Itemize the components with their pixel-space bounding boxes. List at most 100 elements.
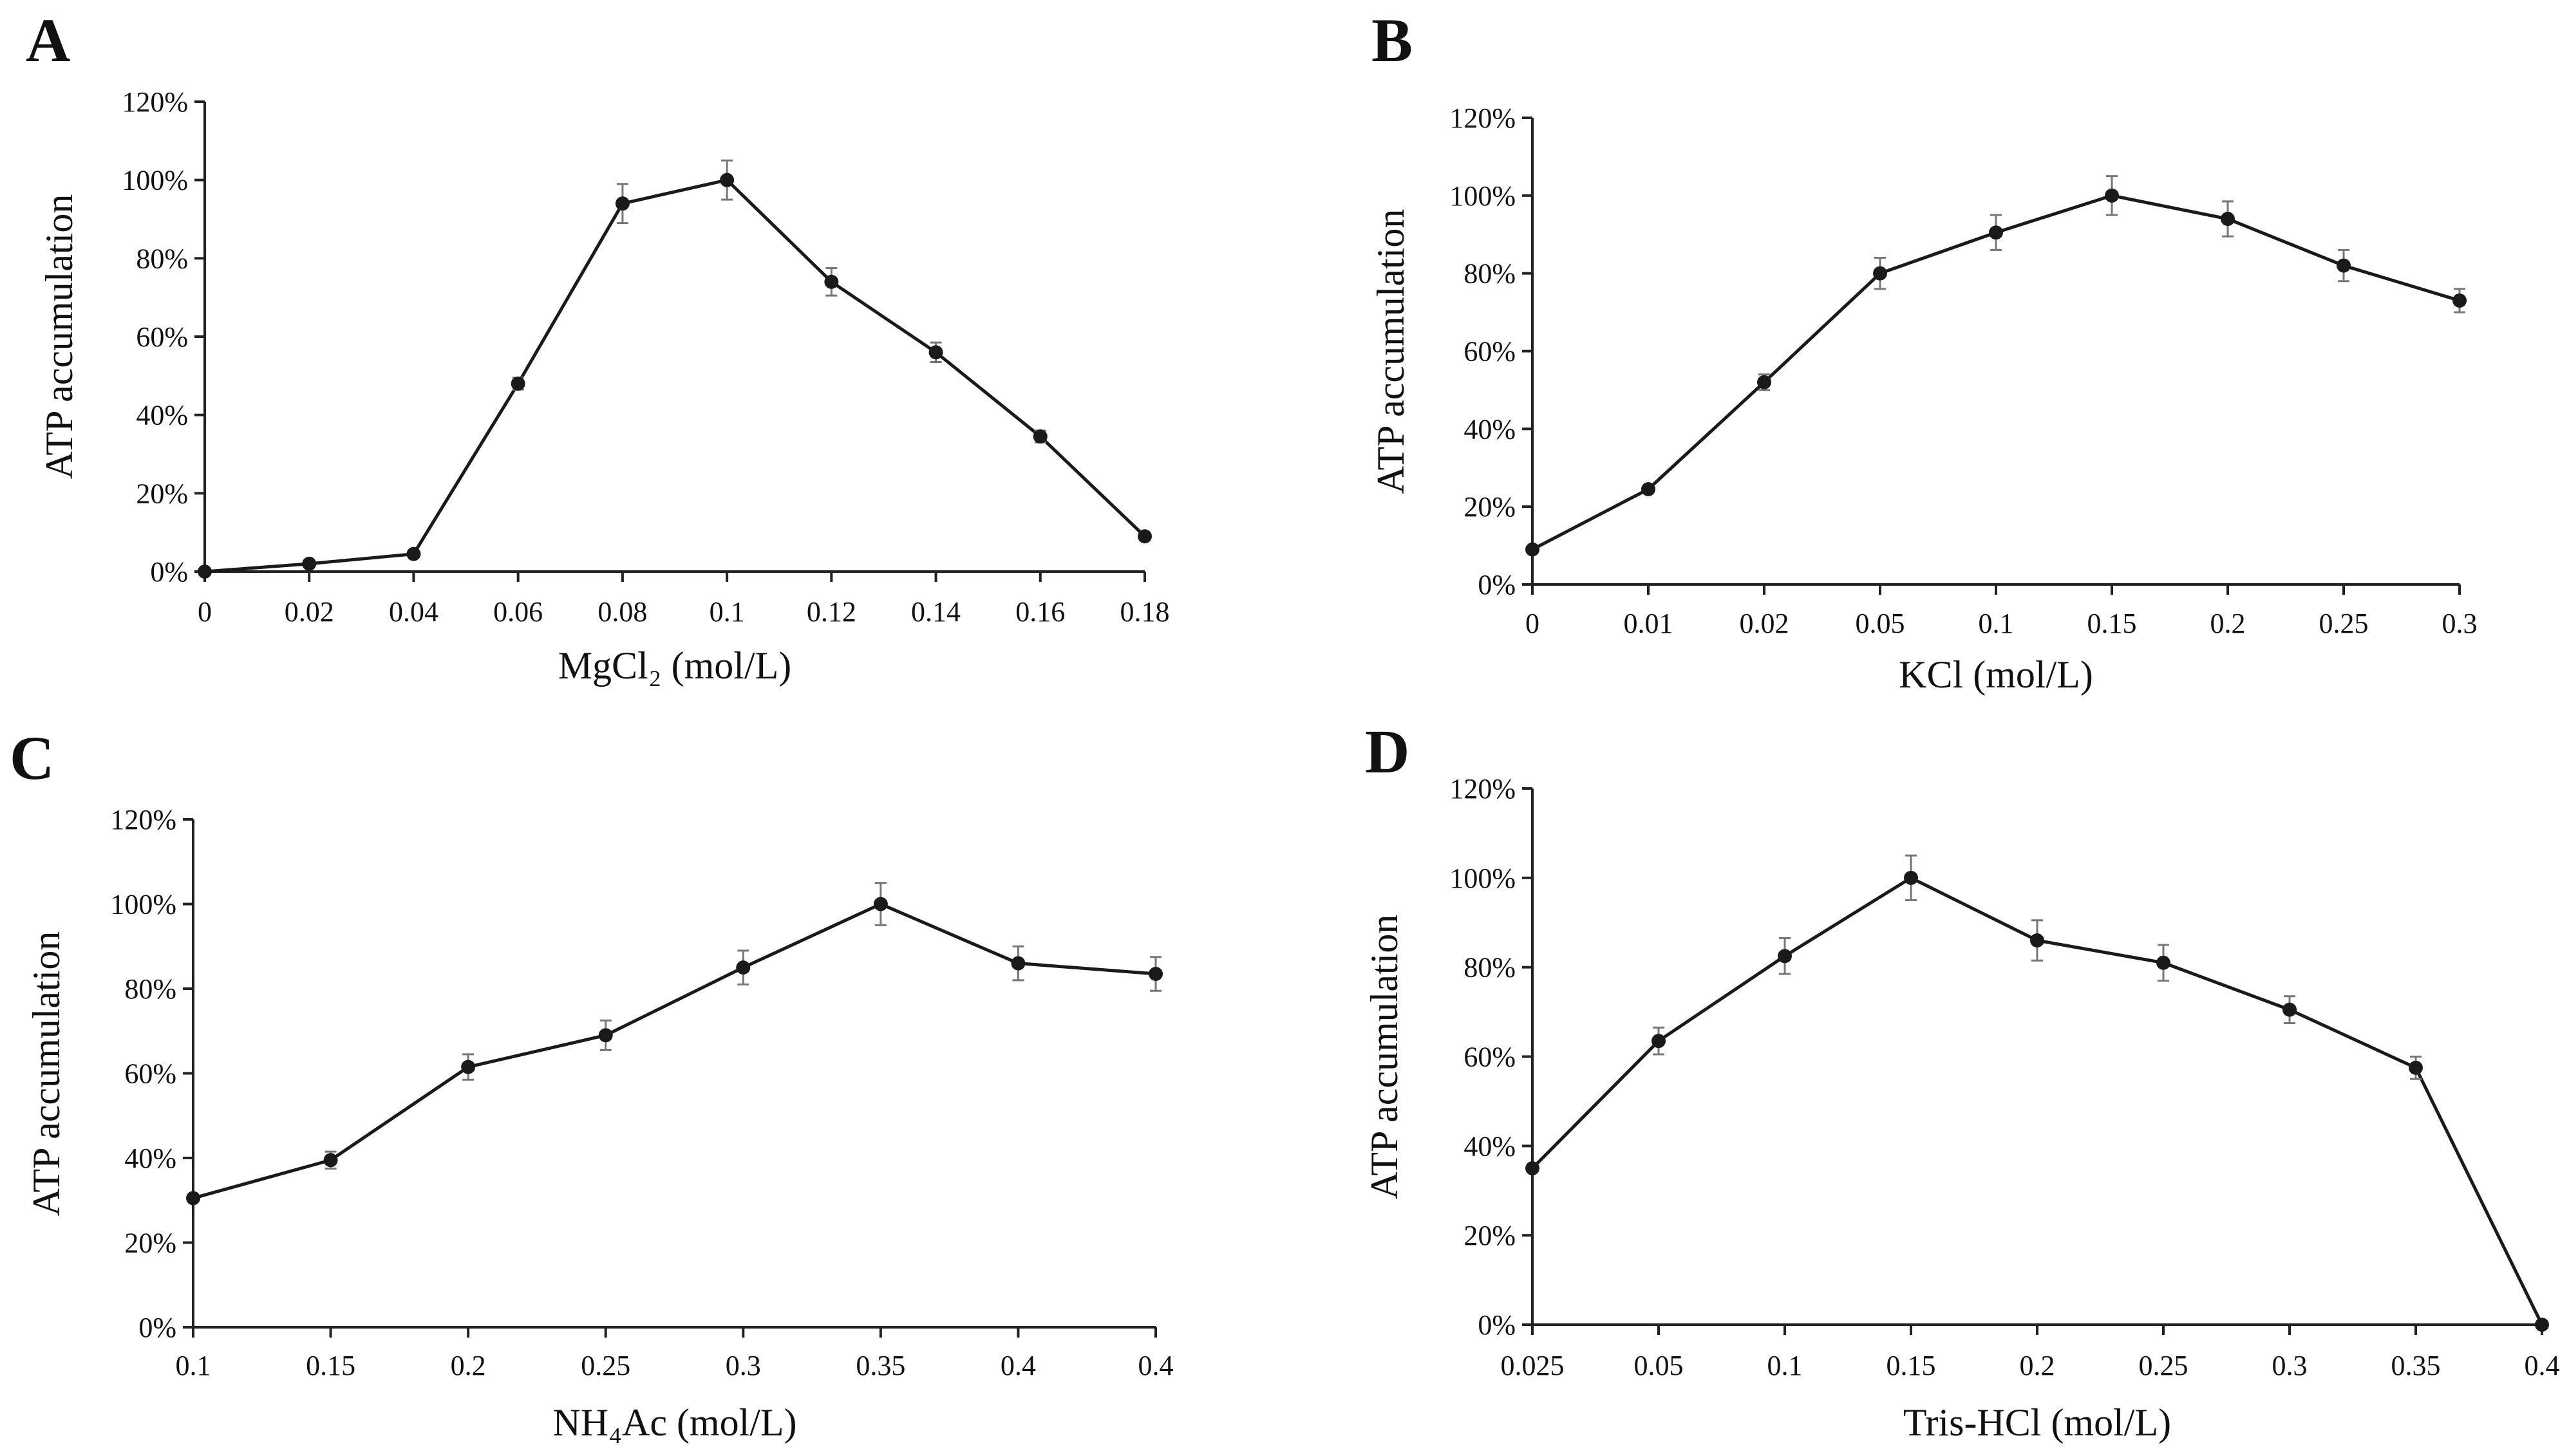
data-point — [2282, 1002, 2297, 1017]
data-point — [1989, 225, 2003, 240]
y-tick-label: 120% — [122, 86, 188, 118]
x-tick-label: 0.15 — [306, 1350, 355, 1381]
data-point — [928, 345, 943, 360]
data-point — [1641, 481, 1655, 496]
data-point — [2337, 258, 2351, 273]
x-tick-label: 0.4 — [1138, 1350, 1174, 1381]
x-tick-label: 0.1 — [710, 596, 745, 628]
data-point — [736, 960, 751, 975]
data-point — [406, 546, 421, 561]
data-point — [873, 897, 888, 911]
x-tick-label: 0.2 — [2210, 608, 2246, 639]
x-tick-label: 0.3 — [726, 1350, 761, 1381]
x-tick-label: 0.15 — [1887, 1350, 1936, 1381]
panel-c: C 0% 20% 40% 60% 80% 100% 120% 0.1 0.15 0.2 0.25 0.3… — [10, 723, 1174, 1444]
y-tick-label: 20% — [136, 478, 188, 509]
x-axis-label: MgCl₂ (mol/L) — [558, 644, 792, 687]
x-tick-label: 0.16 — [1015, 596, 1065, 628]
x-axis-label: NH₄Ac (mol/L) — [552, 1401, 796, 1444]
x-tick-label: 0.1 — [1979, 608, 2014, 639]
data-point — [720, 173, 735, 187]
y-tick-label: 120% — [110, 804, 176, 835]
x-tick-label: 0.02 — [285, 596, 334, 628]
y-tick-label: 0% — [1478, 569, 1516, 601]
y-tick-label: 0% — [138, 1312, 176, 1343]
x-tick-label: 0.25 — [581, 1350, 630, 1381]
data-point — [1525, 542, 1539, 557]
data-point — [2535, 1318, 2549, 1332]
panel-letter: A — [26, 6, 70, 75]
y-tick-label: 0% — [1478, 1309, 1516, 1341]
data-point — [2105, 188, 2119, 203]
y-axis-label: ATP accumulation — [1363, 915, 1406, 1200]
x-tick-label: 0.18 — [1120, 596, 1170, 628]
x-tick-label: 0.35 — [2391, 1350, 2441, 1381]
y-tick-label: 60% — [136, 321, 188, 353]
panel-letter: C — [10, 723, 54, 792]
x-tick-label: 0.1 — [176, 1350, 211, 1381]
data-point — [1778, 949, 1792, 964]
y-tick-label: 40% — [136, 400, 188, 431]
data-point — [1904, 870, 1918, 885]
x-tick-label: 0.3 — [2272, 1350, 2308, 1381]
data-point — [1525, 1161, 1539, 1176]
x-tick-label: 0.06 — [493, 596, 543, 628]
y-tick-label: 120% — [1449, 102, 1516, 134]
data-point — [1652, 1034, 1666, 1049]
x-tick-label: 0.14 — [911, 596, 961, 628]
x-tick-label: 0.15 — [2087, 608, 2137, 639]
data-point — [1873, 266, 1887, 281]
y-tick-label: 20% — [124, 1227, 176, 1259]
data-point — [511, 377, 525, 391]
x-tick-label: 0.02 — [1740, 608, 1789, 639]
x-tick-label: 0 — [1525, 608, 1539, 639]
series-line — [204, 178, 1146, 574]
y-tick-label: 60% — [1463, 1041, 1516, 1073]
x-tick-label: 0.35 — [856, 1350, 905, 1381]
panel-b: B 0% 20% 40% 60% 80% 100% 120% 0 0.01 0.02 0.05 0.1 0… — [1369, 6, 2478, 696]
data-point — [1033, 429, 1048, 444]
x-tick-label: 0.25 — [2139, 1350, 2188, 1381]
data-point — [1757, 375, 1771, 389]
x-axis-label: KCl (mol/L) — [1899, 653, 2093, 696]
y-tick-label: 100% — [1449, 863, 1516, 894]
y-tick-label: 80% — [136, 243, 188, 274]
data-point — [615, 196, 630, 211]
y-tick-label: 80% — [1463, 258, 1516, 290]
y-tick-label: 100% — [1449, 180, 1516, 212]
panel-a: A 0% 20% 40% 60% 80% 100% 120% 0 0.02 0.04 0.06 0.08… — [26, 6, 1170, 687]
y-tick-label: 80% — [124, 973, 176, 1005]
y-axis-label: ATP accumulation — [25, 931, 68, 1217]
y-tick-label: 80% — [1463, 952, 1516, 984]
x-tick-label: 0.01 — [1624, 608, 1673, 639]
panel-letter: B — [1371, 6, 1413, 75]
y-tick-label: 100% — [122, 165, 188, 196]
x-tick-label: 0.1 — [1767, 1350, 1803, 1381]
data-point — [1149, 966, 1163, 981]
data-point — [1011, 956, 1026, 971]
y-tick-label: 120% — [1449, 773, 1516, 805]
x-tick-label: 0.12 — [807, 596, 856, 628]
data-point — [2409, 1060, 2423, 1075]
x-tick-label: 0.2 — [451, 1350, 486, 1381]
x-tick-label: 0.025 — [1501, 1350, 1565, 1381]
y-tick-label: 100% — [110, 889, 176, 920]
data-point — [302, 556, 317, 571]
y-axis-label: ATP accumulation — [1369, 209, 1412, 494]
data-point — [2030, 933, 2044, 948]
data-point — [186, 1191, 200, 1206]
data-point — [824, 274, 839, 289]
series-line — [193, 902, 1156, 1200]
x-tick-label: 0.08 — [598, 596, 647, 628]
x-axis-label: Tris-HCl (mol/L) — [1903, 1401, 2171, 1444]
x-tick-label: 0.05 — [1634, 1350, 1684, 1381]
y-tick-label: 0% — [150, 556, 188, 588]
data-point — [598, 1028, 613, 1043]
x-tick-label: 0.05 — [1856, 608, 1905, 639]
panel-d: D 0% 20% 40% 60% 80% 100% 120% 0.025 0.05 0.1 0.15 0… — [1363, 717, 2560, 1444]
y-tick-label: 40% — [1463, 413, 1516, 445]
x-tick-label: 0 — [198, 596, 212, 628]
data-point — [2156, 955, 2170, 970]
data-point — [461, 1059, 476, 1074]
